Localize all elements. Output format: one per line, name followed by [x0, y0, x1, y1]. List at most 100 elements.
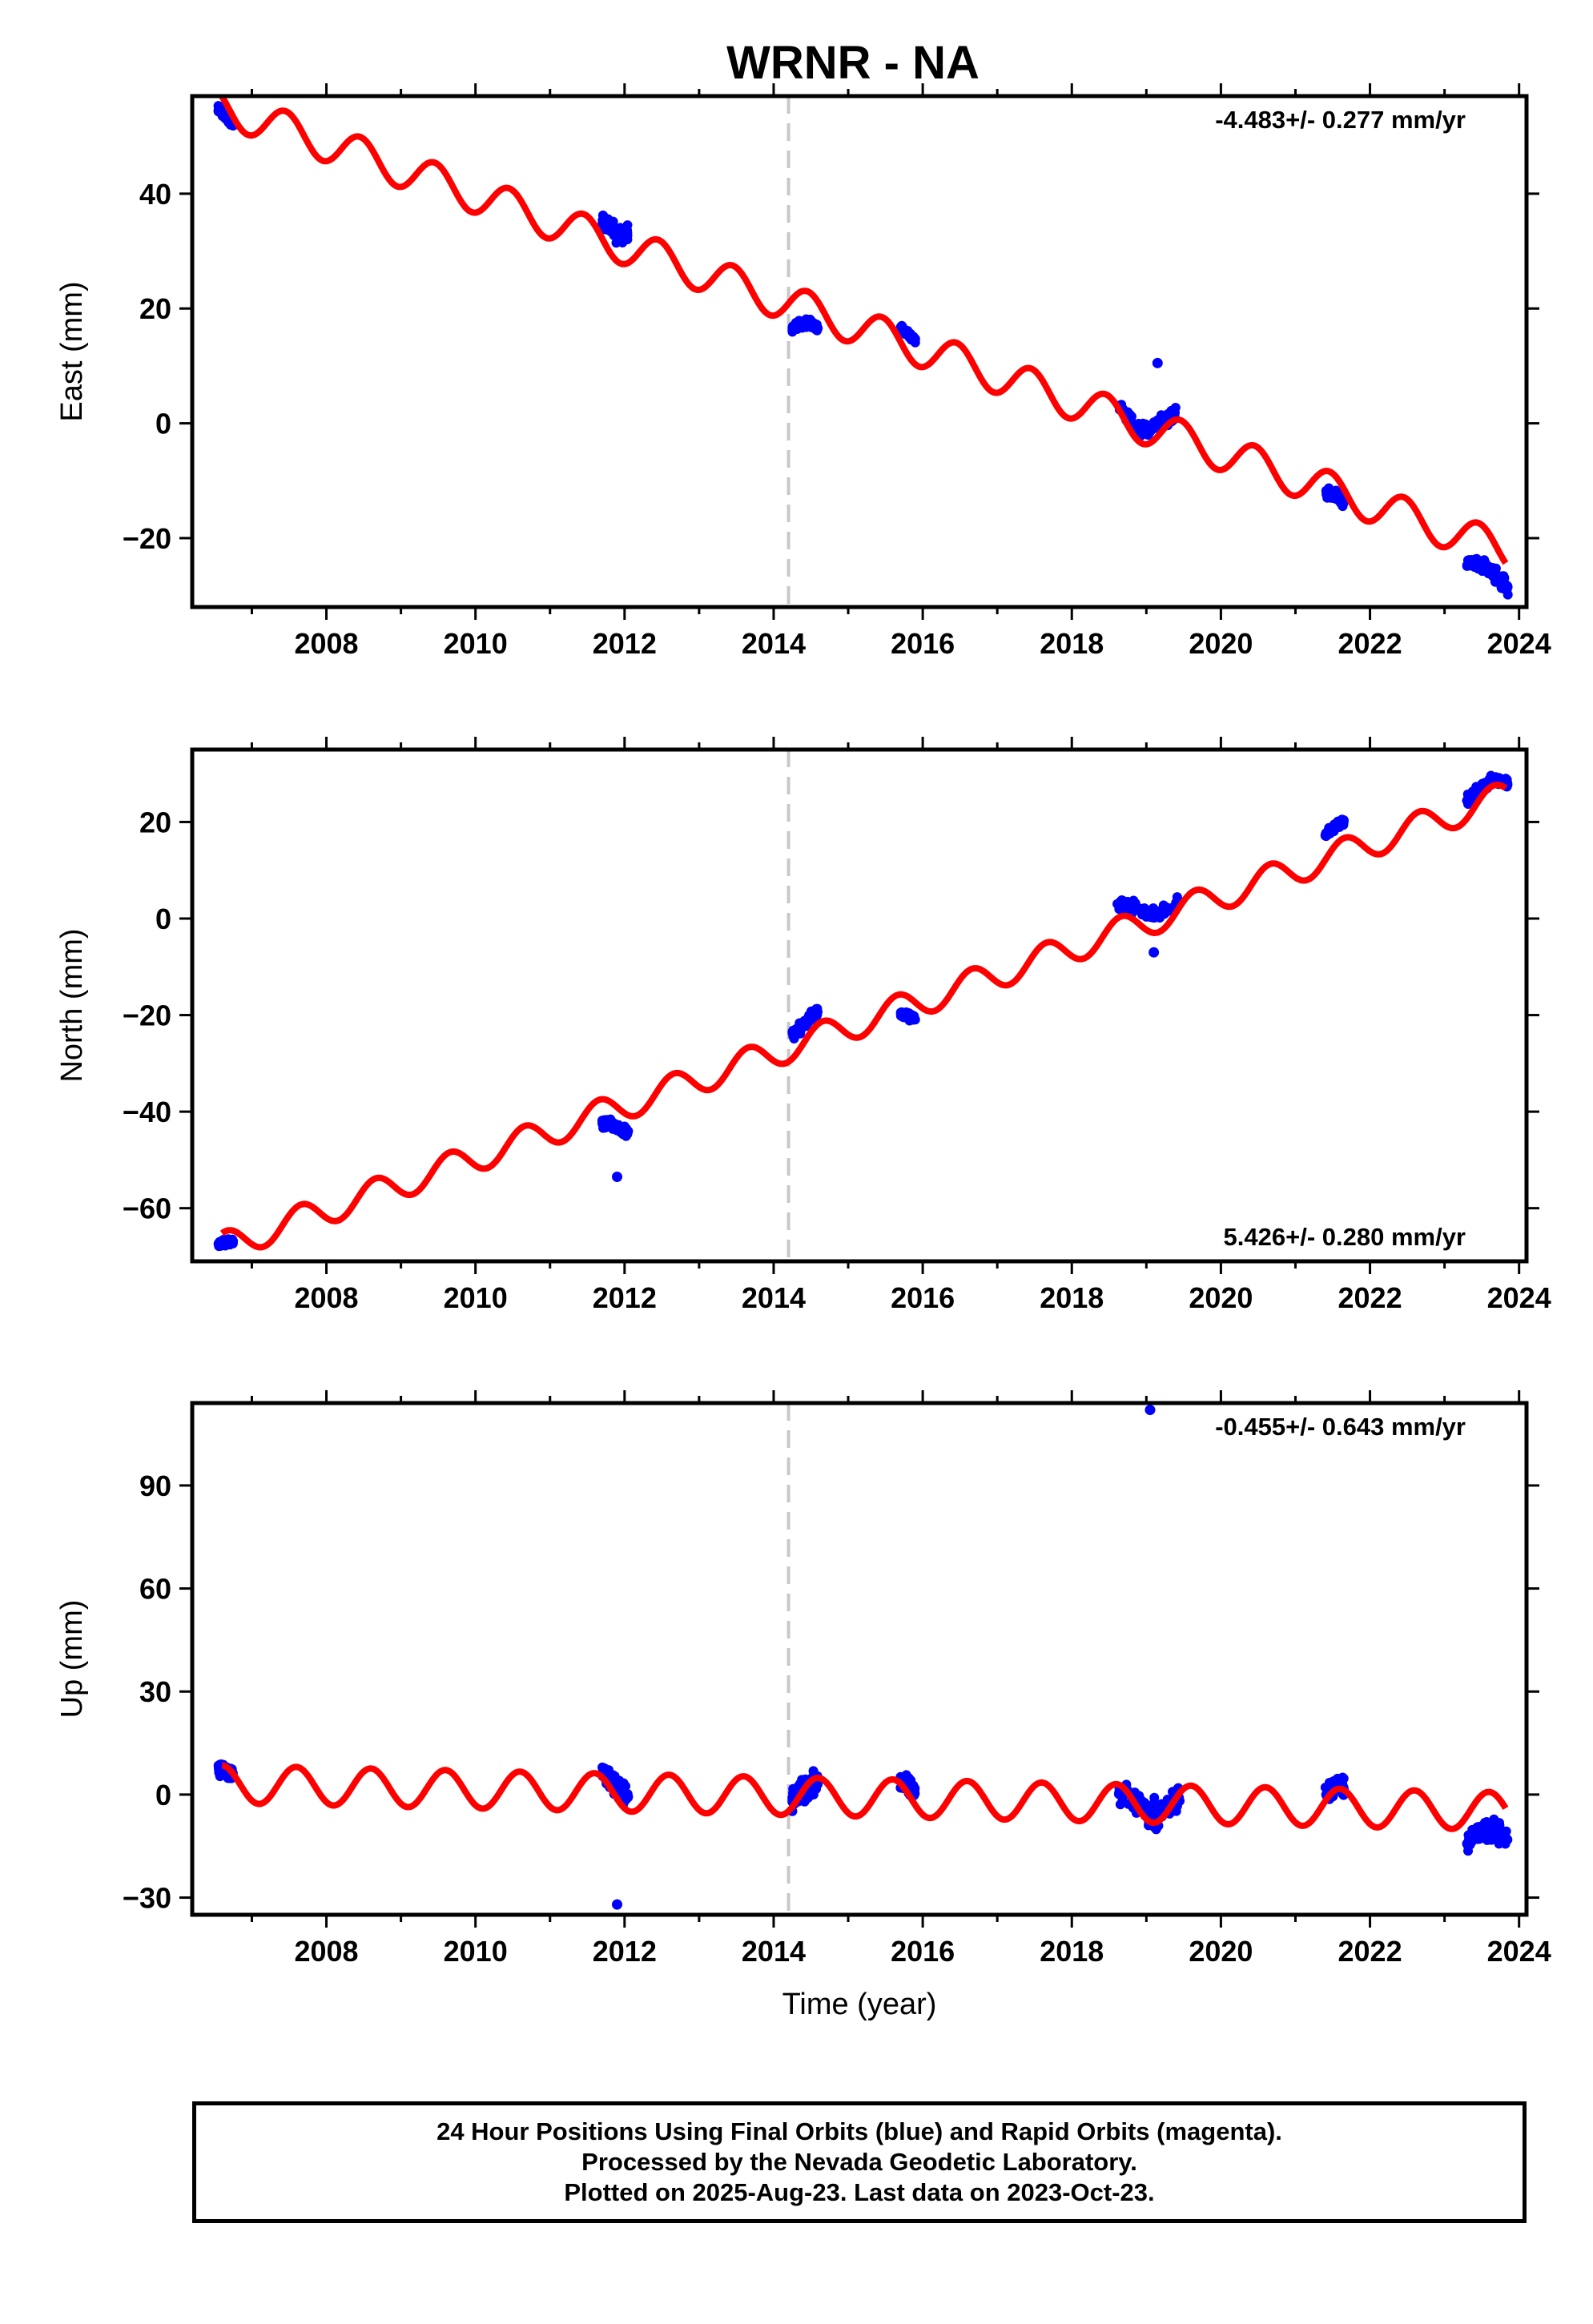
data-point [1114, 904, 1124, 915]
data-point [1117, 1795, 1128, 1805]
data-point [1153, 415, 1164, 425]
footer-line-3: Plotted on 2025-Aug-23. Last data on 202… [564, 2178, 1155, 2206]
y-tick-label: 20 [139, 292, 171, 325]
x-tick-label: 2014 [742, 1281, 806, 1314]
data-point [795, 1023, 806, 1034]
data-point [1497, 1826, 1507, 1836]
data-point [1155, 913, 1165, 923]
x-tick-label: 2014 [742, 627, 806, 660]
x-tick-label: 2018 [1040, 627, 1104, 660]
x-tick-label: 2024 [1487, 1935, 1551, 1968]
x-axis-label: Time (year) [782, 1988, 937, 2021]
x-tick-label: 2020 [1189, 627, 1253, 660]
y-tick-label: −20 [123, 522, 171, 555]
x-tick-label: 2018 [1040, 1281, 1104, 1314]
x-tick-label: 2008 [294, 627, 358, 660]
data-point [620, 1126, 630, 1136]
data-point [1480, 559, 1490, 569]
y-tick-label: 0 [155, 408, 171, 440]
x-tick-label: 2020 [1189, 1281, 1253, 1314]
x-tick-label: 2010 [444, 627, 508, 660]
data-point [1490, 772, 1501, 782]
data-point [614, 1785, 625, 1795]
x-tick-label: 2024 [1487, 627, 1551, 660]
data-point [1334, 819, 1344, 830]
footer-line-2: Processed by the Nevada Geodetic Laborat… [581, 2148, 1137, 2176]
data-point [1139, 1800, 1149, 1811]
model-curve [219, 782, 1508, 1251]
plot-frame [190, 747, 1529, 1264]
data-point [1145, 423, 1156, 433]
data-point [1466, 561, 1476, 571]
y-tick-label: 90 [139, 1470, 171, 1502]
model-curve [219, 96, 1509, 565]
x-tick-label: 2018 [1040, 1935, 1104, 1968]
data-point [1473, 1834, 1483, 1844]
y-tick-label: 40 [139, 178, 171, 211]
data-point [1321, 830, 1332, 841]
x-tick-label: 2022 [1338, 627, 1402, 660]
observation-points [213, 770, 1513, 1252]
outlier-point [1152, 357, 1163, 368]
outlier-point [1148, 947, 1160, 958]
data-point [223, 1235, 234, 1245]
x-tick-label: 2014 [742, 1935, 806, 1968]
data-point [1500, 579, 1511, 589]
data-point [1129, 899, 1140, 910]
x-tick-label: 2016 [891, 1281, 955, 1314]
model-curve [219, 1762, 1509, 1832]
data-point [1502, 1835, 1513, 1845]
y-axis-label: Up (mm) [55, 1600, 89, 1719]
y-tick-label: 0 [155, 1779, 171, 1811]
data-point [1490, 568, 1500, 578]
x-tick-label: 2012 [593, 1281, 657, 1314]
rate-label: 5.426+/- 0.280 mm/yr [1224, 1223, 1466, 1251]
y-tick-label: −30 [123, 1882, 171, 1915]
x-tick-label: 2022 [1338, 1935, 1402, 1968]
data-point [601, 1116, 612, 1127]
x-tick-label: 2024 [1487, 1281, 1551, 1314]
x-tick-label: 2010 [444, 1281, 508, 1314]
data-point [1462, 795, 1472, 806]
data-point [597, 216, 608, 227]
data-point [609, 222, 619, 232]
rate-label: -0.455+/- 0.643 mm/yr [1215, 1413, 1466, 1441]
data-point [807, 320, 817, 330]
rate-label: -4.483+/- 0.277 mm/yr [1215, 106, 1466, 134]
panel-east: 2008 2010 2012 2014 2016 2018 2020 2022 2024 −20 0… [55, 83, 1551, 660]
y-tick-label: −20 [123, 999, 171, 1032]
data-point [611, 1121, 622, 1132]
outlier-point [1144, 1405, 1156, 1416]
panel-north: 2008 2010 2012 2014 2016 2018 2020 2022 2024 −60 −… [55, 737, 1551, 1314]
footer-note: 24 Hour Positions Using Final Orbits (bl… [192, 2101, 1527, 2223]
data-point [223, 1773, 233, 1783]
outlier-point [612, 1172, 623, 1183]
y-tick-label: −40 [123, 1096, 171, 1128]
data-point [909, 335, 919, 345]
x-tick-label: 2012 [593, 1935, 657, 1968]
data-point [611, 231, 622, 242]
data-point [599, 1763, 609, 1773]
y-tick-label: 20 [139, 806, 171, 838]
y-tick-label: 0 [155, 903, 171, 935]
x-tick-label: 2020 [1189, 1935, 1253, 1968]
data-point [812, 1009, 823, 1019]
data-point [214, 1240, 224, 1250]
chart-title: WRNR - NA [726, 37, 980, 89]
y-tick-label: 30 [139, 1675, 171, 1708]
y-tick-label: 60 [139, 1573, 171, 1606]
x-tick-label: 2008 [294, 1281, 358, 1314]
data-point [1140, 904, 1151, 915]
plot-frame [190, 94, 1529, 609]
x-tick-label: 2022 [1338, 1281, 1402, 1314]
data-point [793, 321, 803, 332]
x-tick-label: 2012 [593, 627, 657, 660]
y-axis-label: North (mm) [55, 928, 89, 1082]
panel-up: 2008 2010 2012 2014 2016 2018 2020 2022 2024 −30 0… [55, 1390, 1551, 1968]
data-point [808, 1767, 819, 1777]
observation-points [213, 1405, 1513, 1910]
footer-line-1: 24 Hour Positions Using Final Orbits (bl… [436, 2117, 1282, 2145]
data-point [1136, 424, 1146, 435]
y-tick-label: −60 [123, 1192, 171, 1225]
